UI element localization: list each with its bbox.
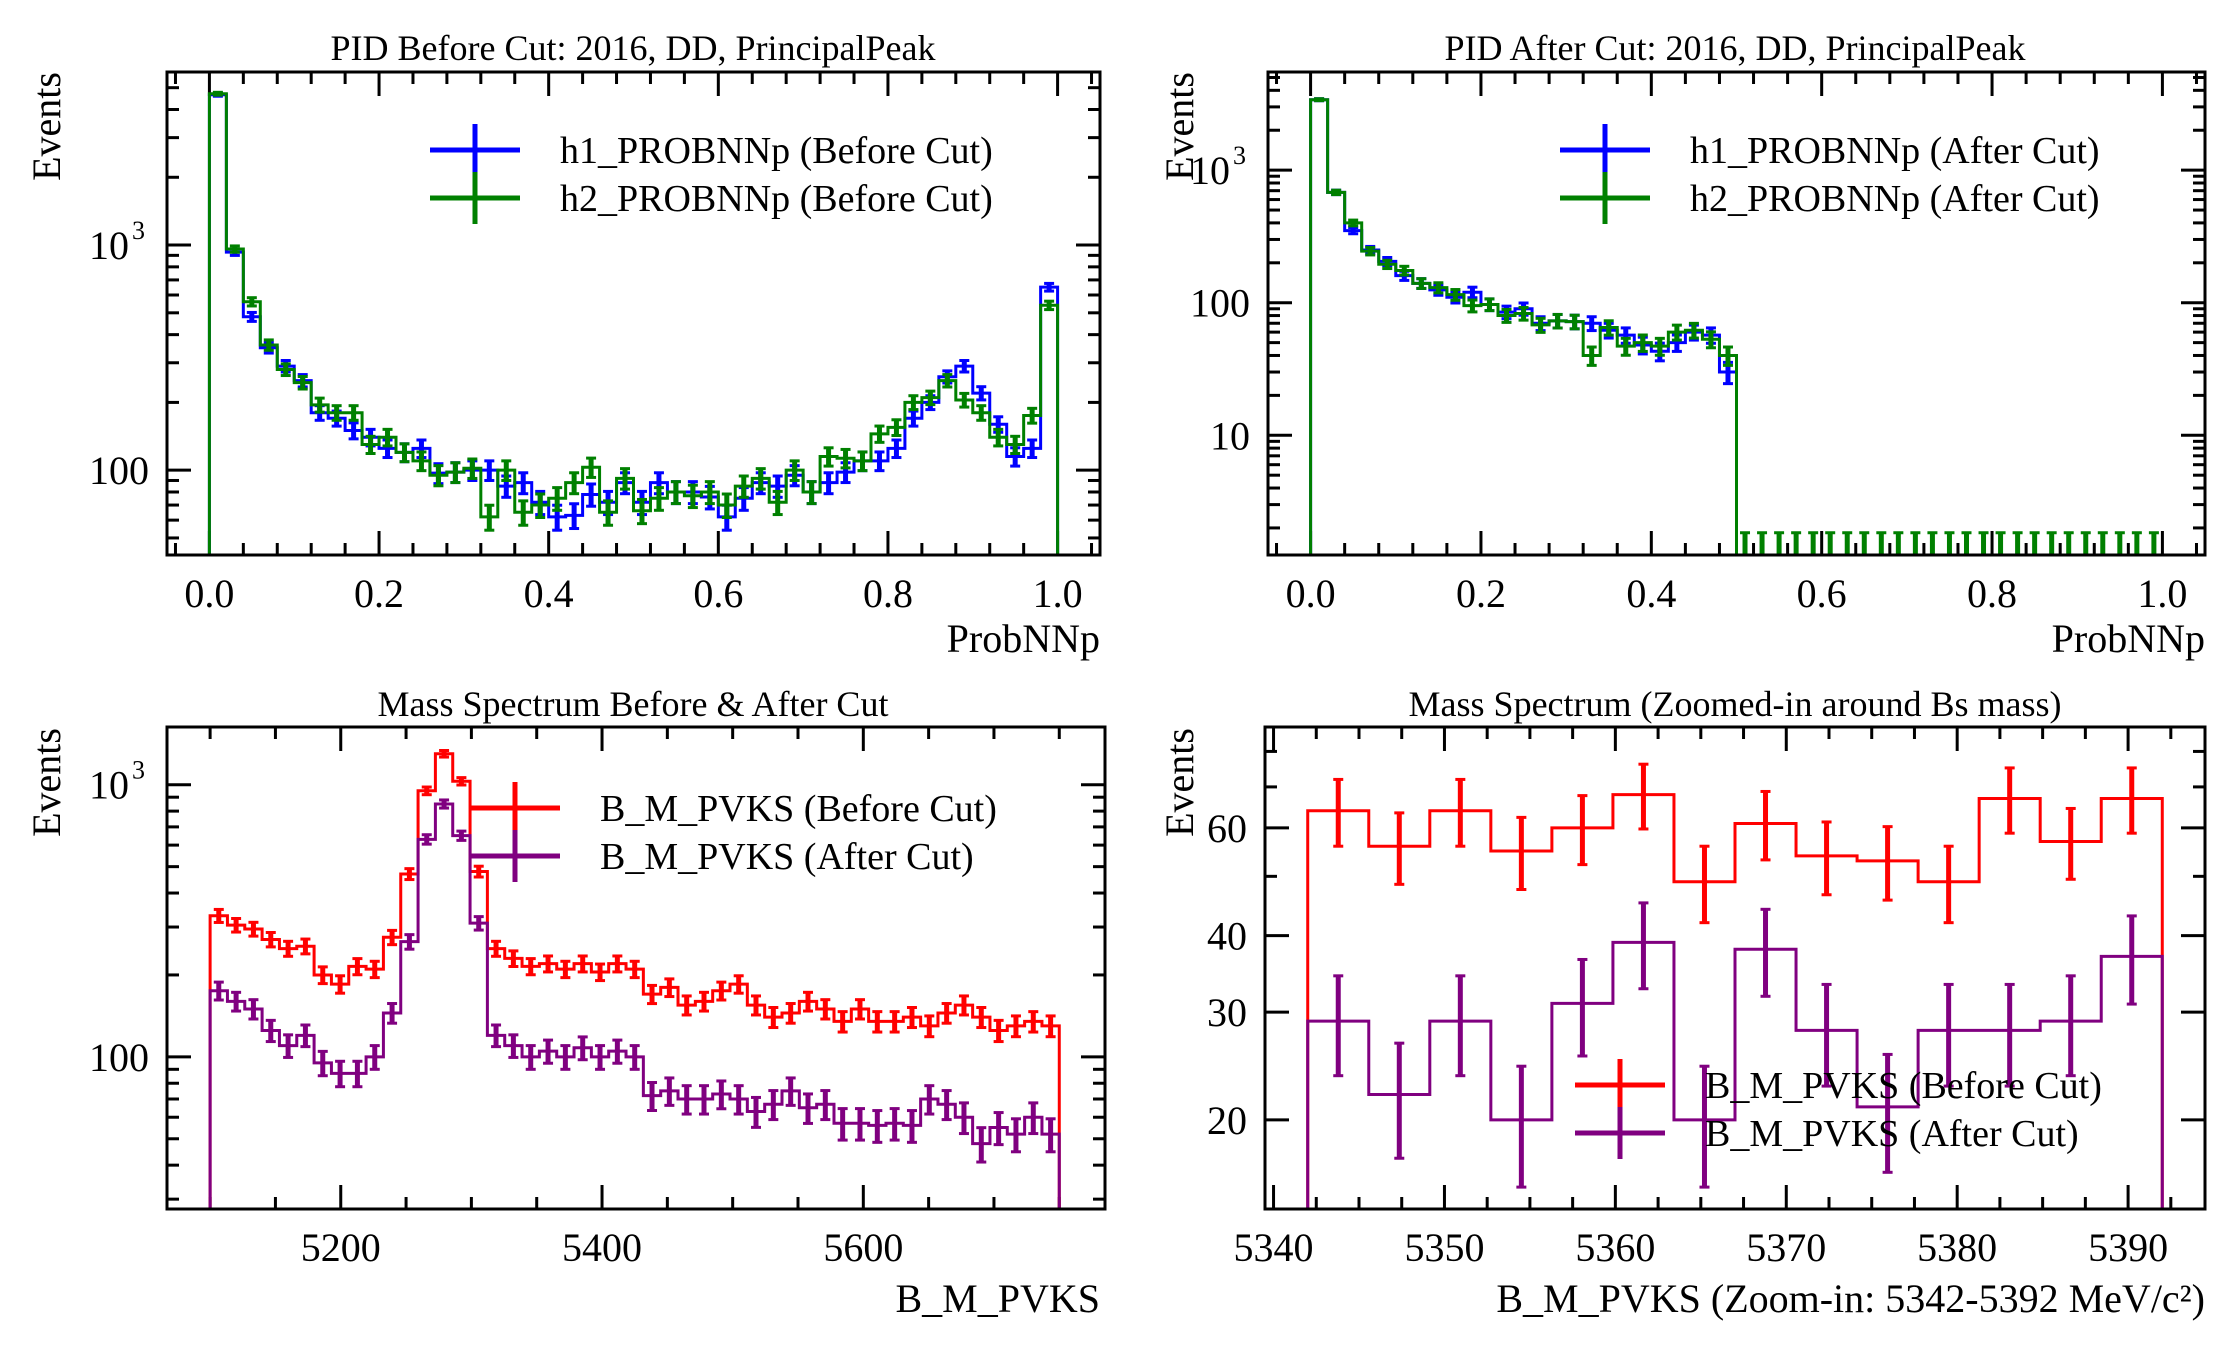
legend-label: h2_PROBNNp (Before Cut) [560,178,993,220]
plot-frame [165,725,1107,1211]
x-axis-label: ProbNNp [2052,616,2205,661]
legend: h1_PROBNNp (After Cut) h2_PROBNNp (After … [1560,124,2100,224]
y-tick-label: 20 [1207,1098,1247,1143]
series-1 [208,798,1061,1209]
legend-label: h1_PROBNNp (Before Cut) [560,130,993,172]
x-tick-label: 0.2 [1456,571,1506,616]
y-tick-label: 30 [1207,990,1247,1035]
y-tick-label: 60 [1207,806,1247,851]
y-tick-label: 100 [1190,281,1250,326]
y-axis-label: Events [24,728,69,837]
y-tick-label: 10 [1210,413,1250,458]
x-tick-label: 5370 [1746,1225,1826,1270]
x-axis-label: B_M_PVKS (Zoom-in: 5342-5392 MeV/c²) [1496,1276,2205,1321]
series-1 [207,90,1060,555]
legend: B_M_PVKS (Before Cut) B_M_PVKS (After Cut… [470,782,997,882]
x-tick-label: 5400 [562,1225,642,1270]
plot-area: 20 30 40 60 5340 5350 5360 5370 5380 5390 B_M_PVKS… [1207,725,2207,1270]
x-tick-label: 0.6 [693,571,743,616]
histogram-step-line [207,92,1060,555]
chart-title: Mass Spectrum (Zoomed-in around Bs mass) [1409,684,2062,724]
plot-frame [1266,70,2207,557]
legend-label: B_M_PVKS (Before Cut) [600,788,997,830]
plot-frame [1263,725,2207,1211]
panel-mass-full: Mass Spectrum Before & After Cut Events … [24,684,1107,1321]
chart-title: Mass Spectrum Before & After Cut [378,684,889,724]
panel-pid-after: PID After Cut: 2016, DD, PrincipalPeak E… [1157,28,2207,661]
x-tick-label: 0.2 [354,571,404,616]
plot-area: 100 10 3 0.0 0.2 0.4 0.6 0.8 1.0 h1_PROBNNp (Befo… [89,70,1102,616]
y-axis-label: Events [24,72,69,181]
legend-label: h1_PROBNNp (After Cut) [1690,130,2100,172]
legend: h1_PROBNNp (Before Cut) h2_PROBNNp (Befor… [430,124,993,224]
x-axis-label: B_M_PVKS [895,1276,1100,1321]
y-tick-label: 10 [1190,148,1230,193]
legend-label: h2_PROBNNp (After Cut) [1690,178,2100,220]
series-0 [1306,762,2164,1209]
x-tick-label: 5390 [2088,1225,2168,1270]
histogram-step-line [208,802,1061,1209]
y-tick-label: 100 [89,448,149,493]
legend: B_M_PVKS (Before Cut) B_M_PVKS (After Cut… [1575,1059,2102,1159]
y-tick-label-exponent: 3 [132,216,145,245]
y-axis-label: Events [1157,728,1202,837]
y-tick-label: 10 [89,223,129,268]
x-tick-label: 0.6 [1797,571,1847,616]
chart-title: PID After Cut: 2016, DD, PrincipalPeak [1445,28,2026,68]
y-tick-label: 100 [89,1035,149,1080]
y-tick-label: 10 [89,763,129,808]
x-tick-label: 5360 [1575,1225,1655,1270]
chart-title: PID Before Cut: 2016, DD, PrincipalPeak [331,28,936,68]
legend-label: B_M_PVKS (After Cut) [1705,1113,2079,1155]
x-tick-label: 0.0 [184,571,234,616]
y-tick-label-exponent: 3 [132,756,145,785]
histogram-step-line [1306,940,2164,1209]
panel-pid-before: PID Before Cut: 2016, DD, PrincipalPeak … [24,28,1102,661]
x-tick-label: 0.4 [1626,571,1676,616]
series-0 [208,749,1061,1209]
series-1 [1306,901,2164,1209]
y-axis-label: Events [1157,72,1202,181]
x-tick-label: 5380 [1917,1225,1997,1270]
x-tick-label: 5340 [1234,1225,1314,1270]
x-tick-label: 1.0 [2137,571,2187,616]
x-tick-label: 5200 [301,1225,381,1270]
x-tick-label: 5600 [823,1225,903,1270]
histogram-step-line [208,752,1061,1209]
histogram-step-line [1306,793,2164,1209]
x-tick-label: 5350 [1404,1225,1484,1270]
x-tick-label: 0.8 [1967,571,2017,616]
x-tick-label: 1.0 [1033,571,1083,616]
x-axis-label: ProbNNp [947,616,1100,661]
plot-frame [165,70,1102,557]
panel-mass-zoom: Mass Spectrum (Zoomed-in around Bs mass)… [1157,684,2207,1321]
y-tick-label-exponent: 3 [1233,141,1246,170]
x-tick-label: 0.0 [1286,571,1336,616]
legend-label: B_M_PVKS (Before Cut) [1705,1065,2102,1107]
x-tick-label: 0.8 [863,571,913,616]
x-tick-label: 0.4 [524,571,574,616]
y-tick-label: 40 [1207,914,1247,959]
legend-label: B_M_PVKS (After Cut) [600,836,974,878]
